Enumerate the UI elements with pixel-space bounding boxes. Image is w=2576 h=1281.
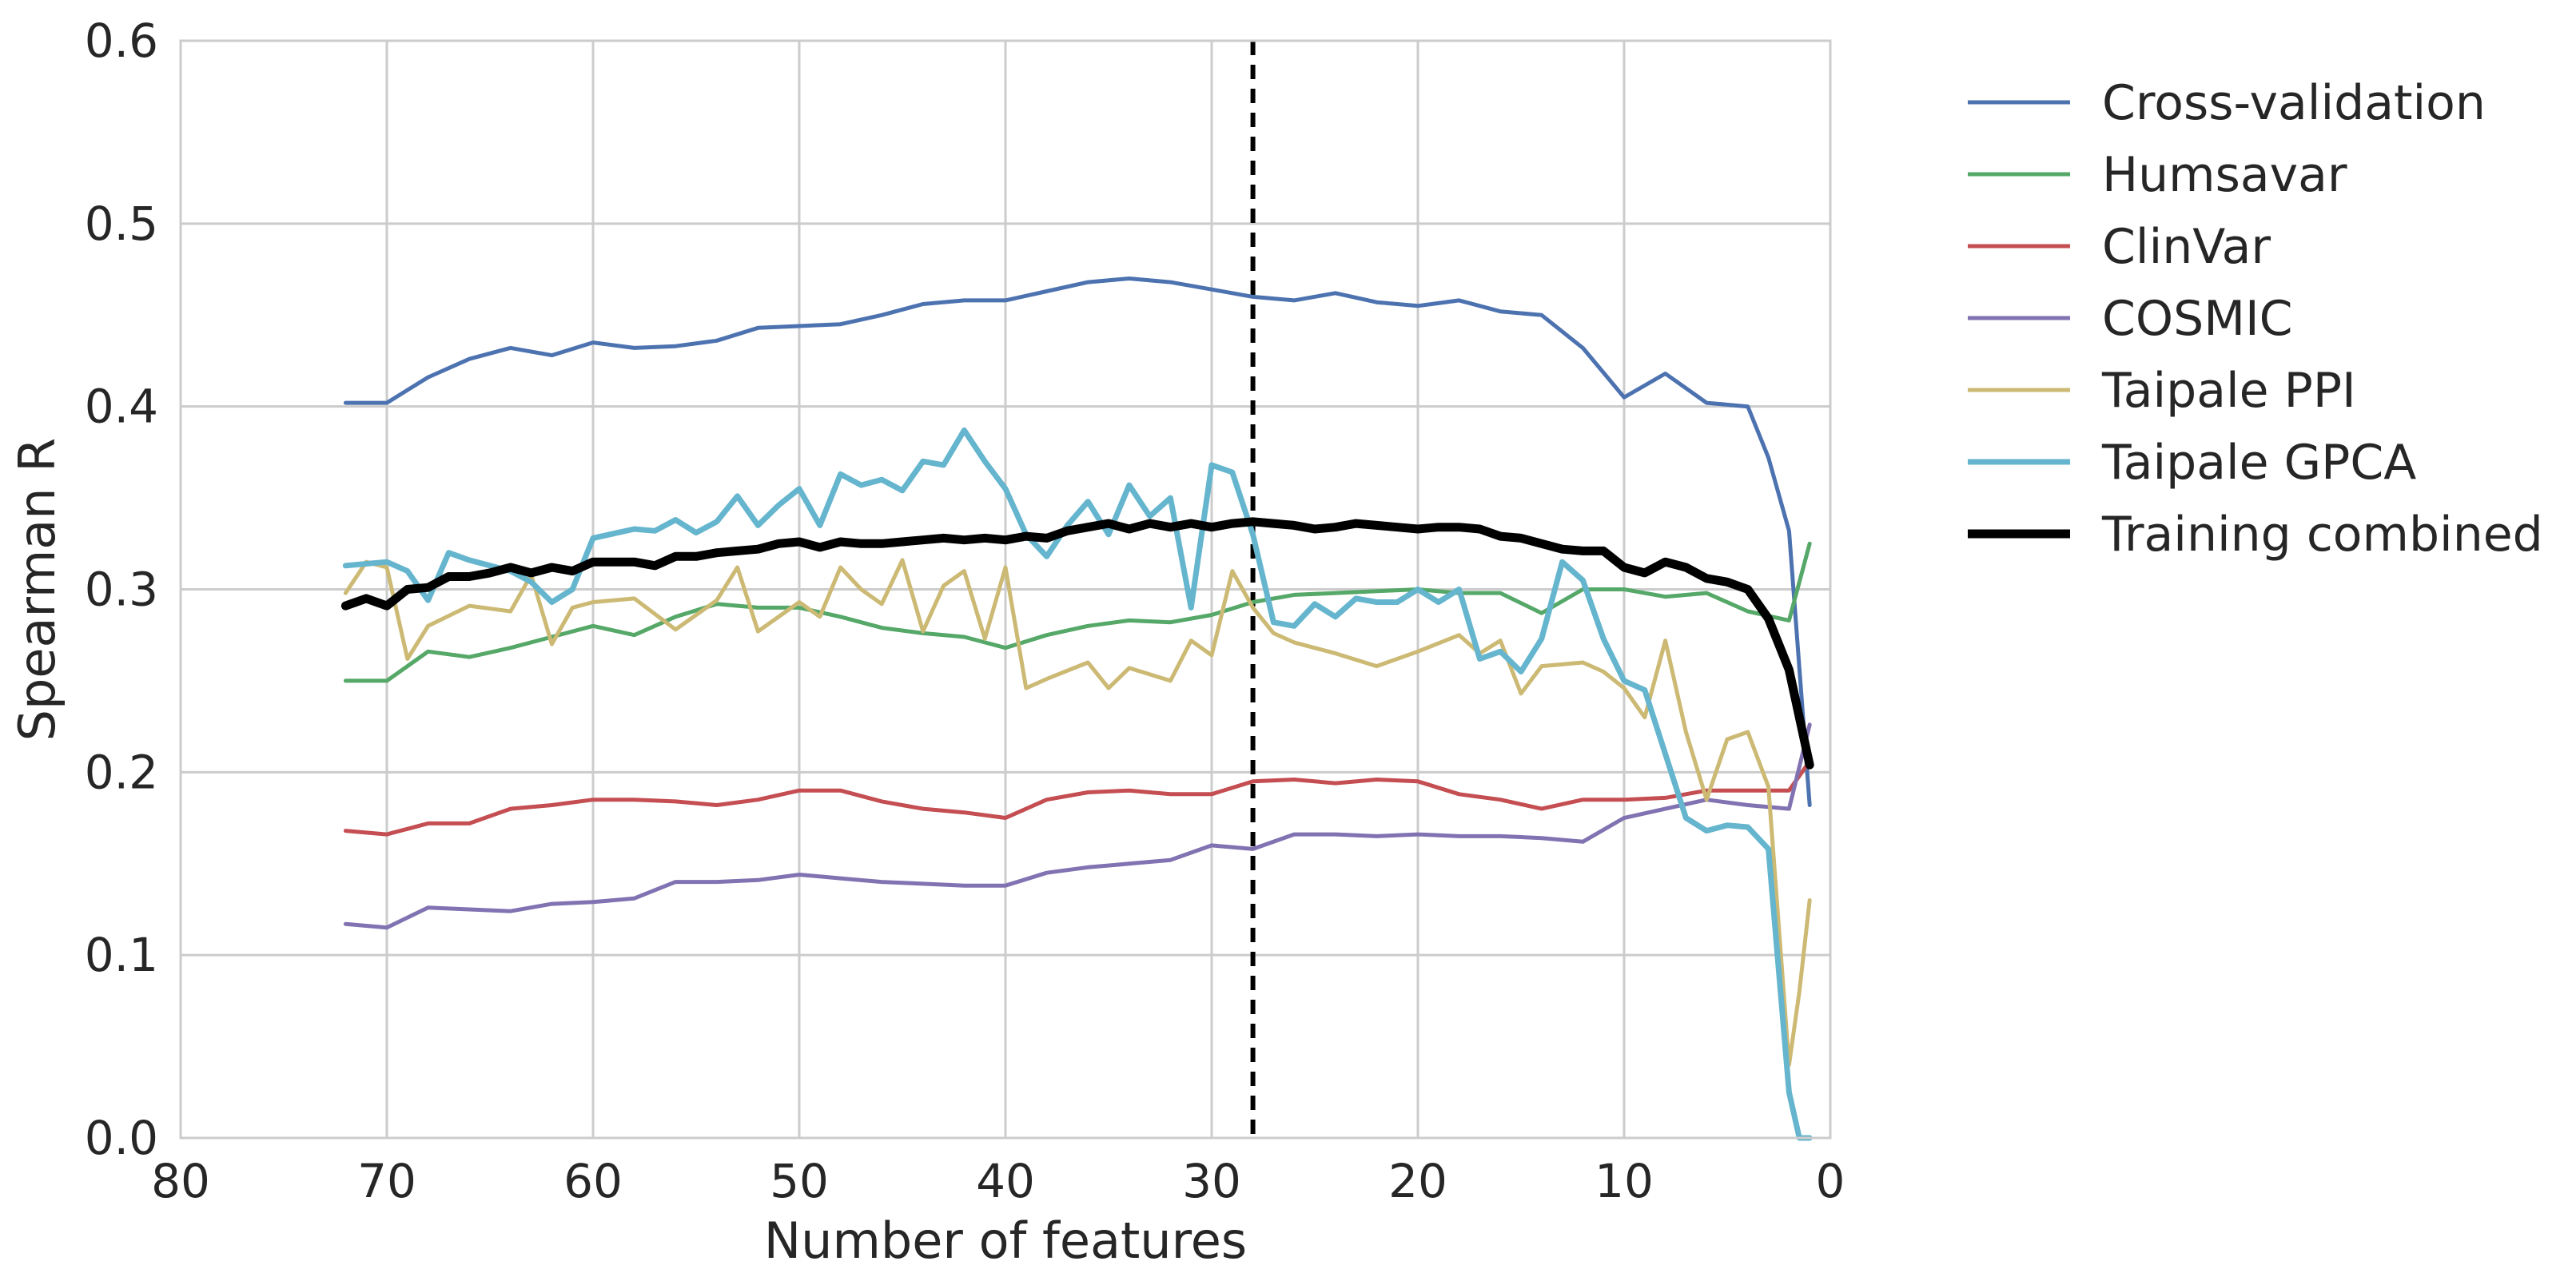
- x-tick-label: 70: [357, 1154, 416, 1208]
- legend-label: Taipale PPI: [2101, 363, 2356, 419]
- y-tick-label: 0.5: [85, 197, 158, 251]
- series-line-humsavar: [343, 541, 1812, 683]
- plot-frame: [179, 39, 1832, 1140]
- legend-label: Training combined: [2101, 507, 2543, 563]
- x-tick-label: 10: [1595, 1154, 1654, 1208]
- legend-label: Humsavar: [2102, 147, 2347, 203]
- x-tick-label: 30: [1182, 1154, 1241, 1208]
- x-tick-label: 50: [770, 1154, 829, 1208]
- legend-label: Cross-validation: [2102, 75, 2486, 131]
- x-tick-labels: 80 70 60 50 40 30 20 10 0: [151, 1154, 1845, 1208]
- legend-label: ClinVar: [2102, 219, 2271, 275]
- series-line-cosmic: [343, 722, 1812, 930]
- series-line-taipale-ppi: [343, 558, 1812, 1067]
- y-tick-label: 0.0: [85, 1111, 158, 1165]
- series-line-taipale-gpca: [342, 427, 1813, 1141]
- x-tick-label: 0: [1816, 1154, 1845, 1208]
- y-tick-label: 0.4: [85, 380, 158, 434]
- legend: Cross-validation Humsavar ClinVar COSMIC Tai…: [1968, 75, 2543, 563]
- y-tick-labels: 0.0 0.1 0.2 0.3 0.4 0.5 0.6: [85, 14, 158, 1165]
- legend-label: Taipale GPCA: [2101, 435, 2416, 491]
- series-lines: [340, 276, 1814, 1141]
- series-line-training-combined: [340, 517, 1814, 770]
- x-tick-label: 40: [976, 1154, 1035, 1208]
- y-tick-label: 0.6: [85, 14, 158, 68]
- x-tick-label: 80: [151, 1154, 210, 1208]
- y-tick-label: 0.3: [85, 563, 158, 617]
- y-axis-label: Spearman R: [8, 438, 66, 742]
- x-tick-label: 20: [1388, 1154, 1447, 1208]
- y-tick-label: 0.2: [85, 745, 158, 799]
- series-line-cross-validation: [343, 276, 1812, 807]
- legend-label: COSMIC: [2102, 291, 2293, 347]
- y-tick-label: 0.1: [85, 928, 158, 982]
- x-tick-label: 60: [563, 1154, 623, 1208]
- series-line-clinvar: [343, 759, 1812, 837]
- x-axis-label: Number of features: [764, 1211, 1247, 1270]
